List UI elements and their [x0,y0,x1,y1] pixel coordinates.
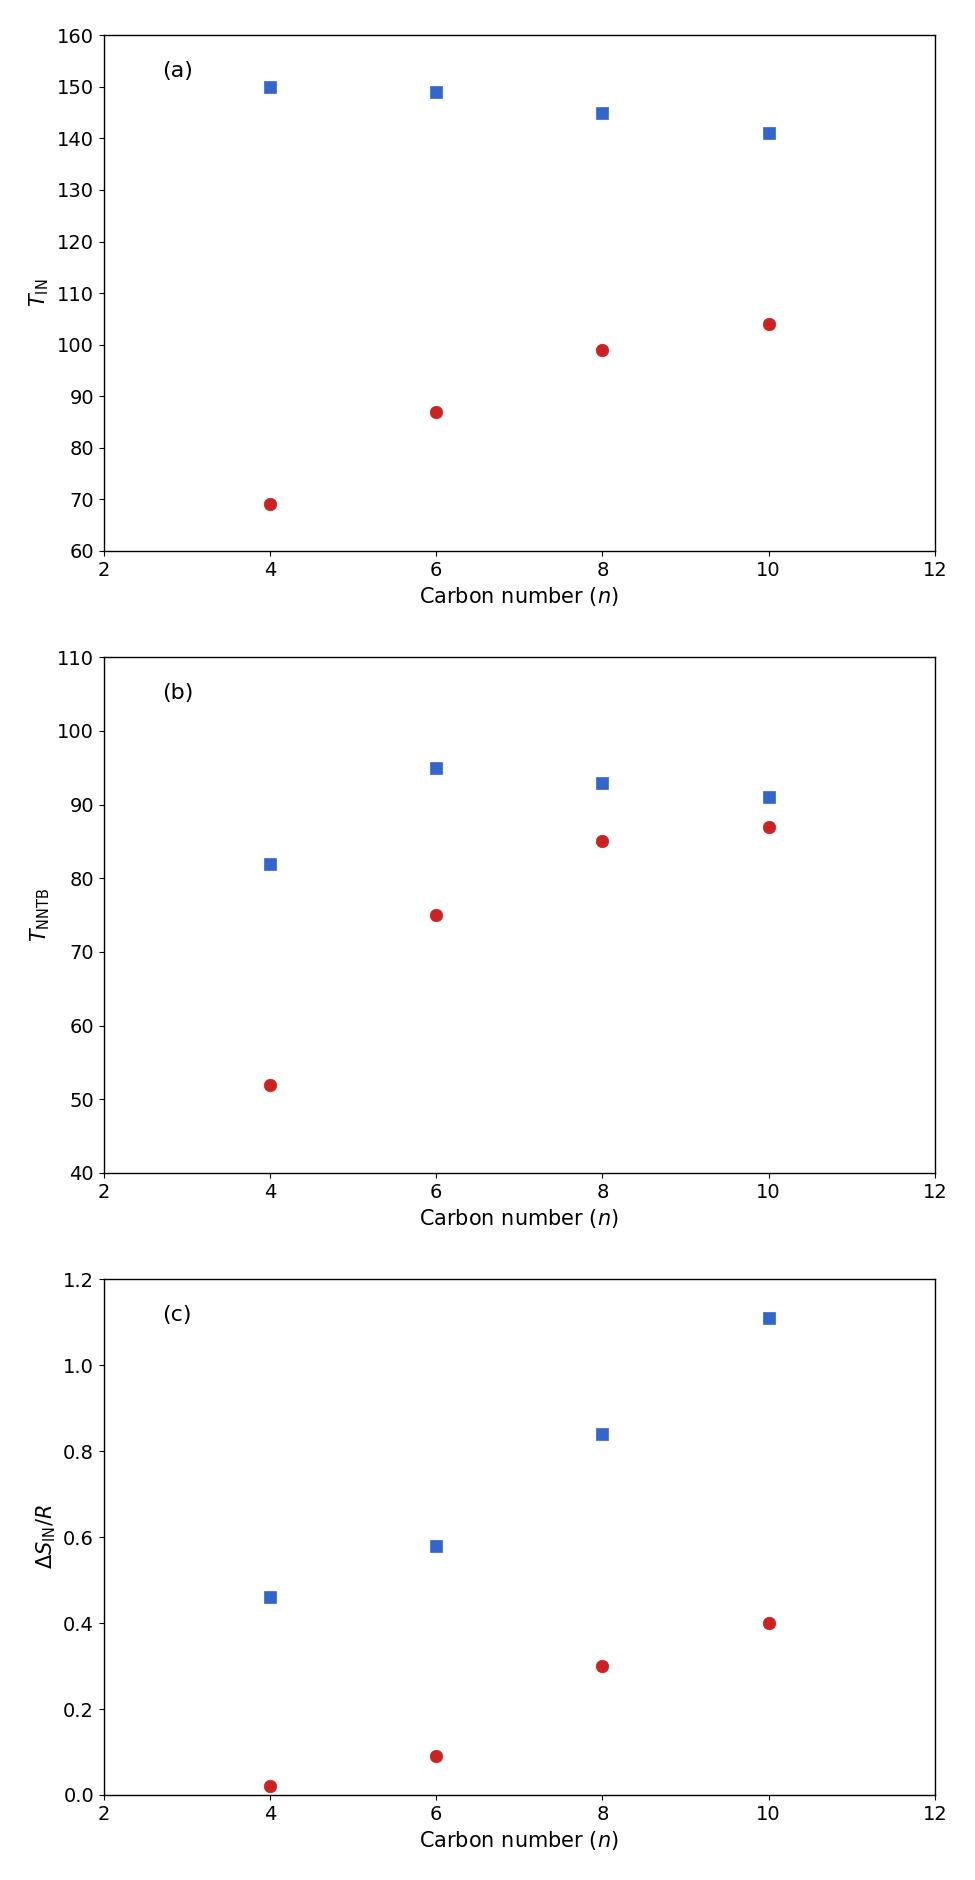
X-axis label: Carbon number ($n$): Carbon number ($n$) [419,1829,619,1852]
Text: (a): (a) [162,60,193,81]
X-axis label: Carbon number ($n$): Carbon number ($n$) [419,585,619,607]
Y-axis label: $T_{\mathrm{NNTB}}$: $T_{\mathrm{NNTB}}$ [28,887,52,942]
Text: (b): (b) [162,682,193,703]
Y-axis label: $\Delta S_{\mathrm{IN}}/R$: $\Delta S_{\mathrm{IN}}/R$ [34,1504,58,1570]
X-axis label: Carbon number ($n$): Carbon number ($n$) [419,1207,619,1230]
Y-axis label: $T_{\mathrm{IN}}$: $T_{\mathrm{IN}}$ [27,278,52,306]
Text: (c): (c) [162,1305,191,1325]
